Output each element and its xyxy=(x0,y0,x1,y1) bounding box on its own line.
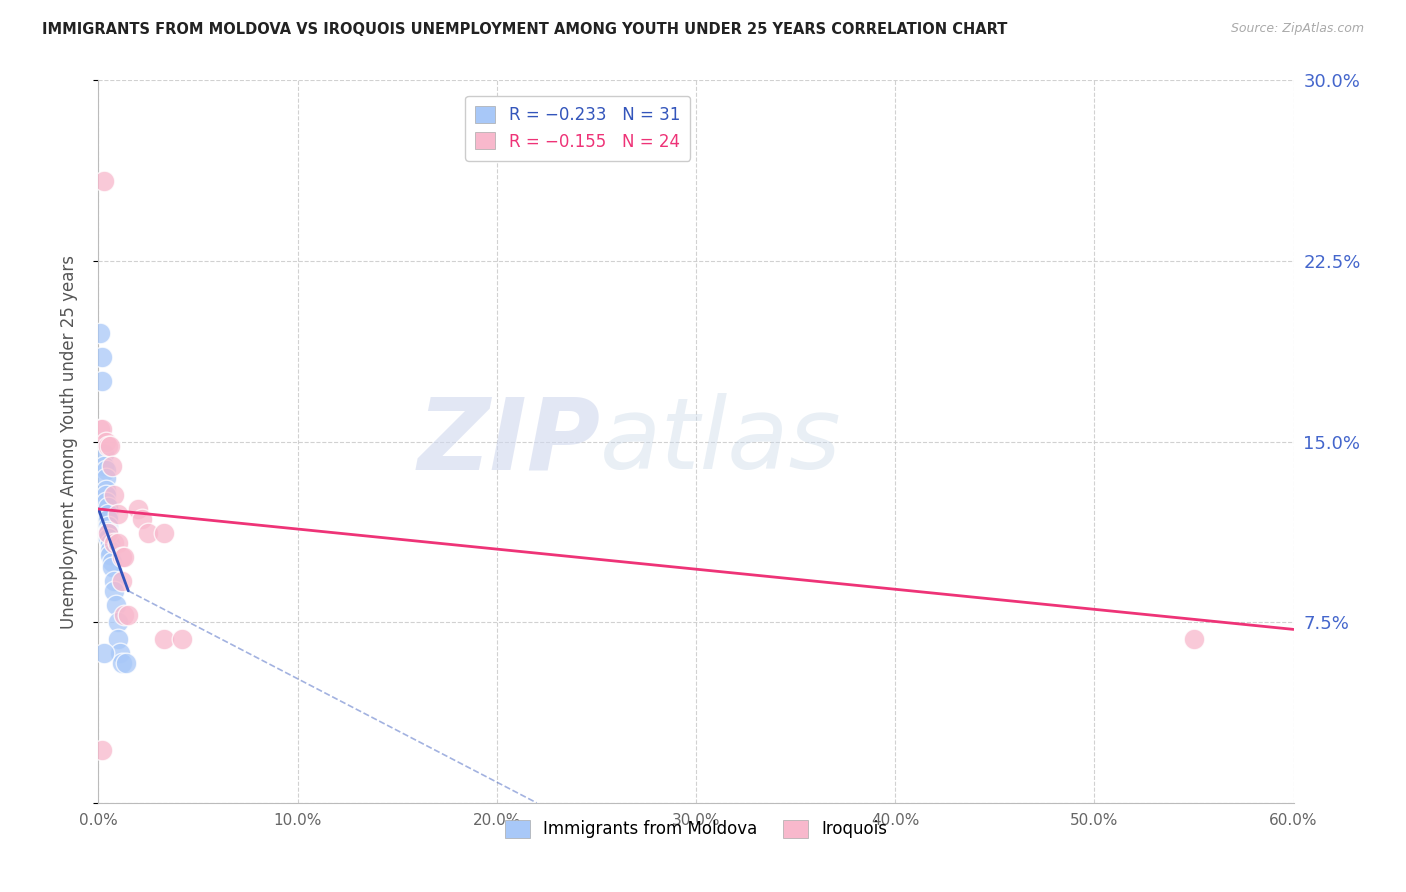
Point xyxy=(153,526,176,541)
Point xyxy=(112,550,135,565)
Point xyxy=(97,500,120,514)
Point xyxy=(96,470,118,484)
Text: ZIP: ZIP xyxy=(418,393,600,490)
Point xyxy=(101,555,124,569)
Point xyxy=(91,422,114,436)
Point xyxy=(96,487,118,501)
Point xyxy=(97,526,120,541)
Point xyxy=(1182,632,1205,646)
Point xyxy=(110,647,132,661)
Point xyxy=(98,542,122,557)
Point xyxy=(97,526,120,541)
Point xyxy=(103,583,125,598)
Point xyxy=(101,559,124,574)
Point xyxy=(97,439,120,453)
Point xyxy=(111,656,134,670)
Point xyxy=(89,422,111,436)
Point xyxy=(96,434,118,449)
Point xyxy=(96,494,118,508)
Point xyxy=(96,483,118,497)
Point xyxy=(117,607,139,622)
Point xyxy=(93,174,115,188)
Point xyxy=(97,511,120,525)
Point xyxy=(98,535,122,549)
Point xyxy=(115,656,138,670)
Point xyxy=(112,607,135,622)
Point xyxy=(103,574,125,589)
Point xyxy=(93,446,115,460)
Point xyxy=(103,535,125,549)
Point xyxy=(91,743,114,757)
Point xyxy=(93,458,115,473)
Point xyxy=(97,507,120,521)
Point xyxy=(127,502,149,516)
Point xyxy=(97,524,120,538)
Point xyxy=(107,535,129,549)
Point xyxy=(98,548,122,562)
Point xyxy=(153,632,176,646)
Point xyxy=(131,511,153,525)
Point xyxy=(91,374,114,388)
Point xyxy=(103,487,125,501)
Point xyxy=(172,632,194,646)
Point xyxy=(91,350,114,364)
Point xyxy=(101,458,124,473)
Point xyxy=(107,615,129,630)
Legend: Immigrants from Moldova, Iroquois: Immigrants from Moldova, Iroquois xyxy=(498,813,894,845)
Point xyxy=(111,574,134,589)
Point xyxy=(89,326,111,340)
Point xyxy=(93,647,115,661)
Point xyxy=(97,518,120,533)
Y-axis label: Unemployment Among Youth under 25 years: Unemployment Among Youth under 25 years xyxy=(59,254,77,629)
Text: IMMIGRANTS FROM MOLDOVA VS IROQUOIS UNEMPLOYMENT AMONG YOUTH UNDER 25 YEARS CORR: IMMIGRANTS FROM MOLDOVA VS IROQUOIS UNEM… xyxy=(42,22,1008,37)
Point xyxy=(107,632,129,646)
Point xyxy=(107,507,129,521)
Text: Source: ZipAtlas.com: Source: ZipAtlas.com xyxy=(1230,22,1364,36)
Text: atlas: atlas xyxy=(600,393,842,490)
Point xyxy=(96,463,118,477)
Point xyxy=(97,531,120,545)
Point xyxy=(98,439,122,453)
Point xyxy=(105,599,128,613)
Point xyxy=(136,526,159,541)
Point xyxy=(111,550,134,565)
